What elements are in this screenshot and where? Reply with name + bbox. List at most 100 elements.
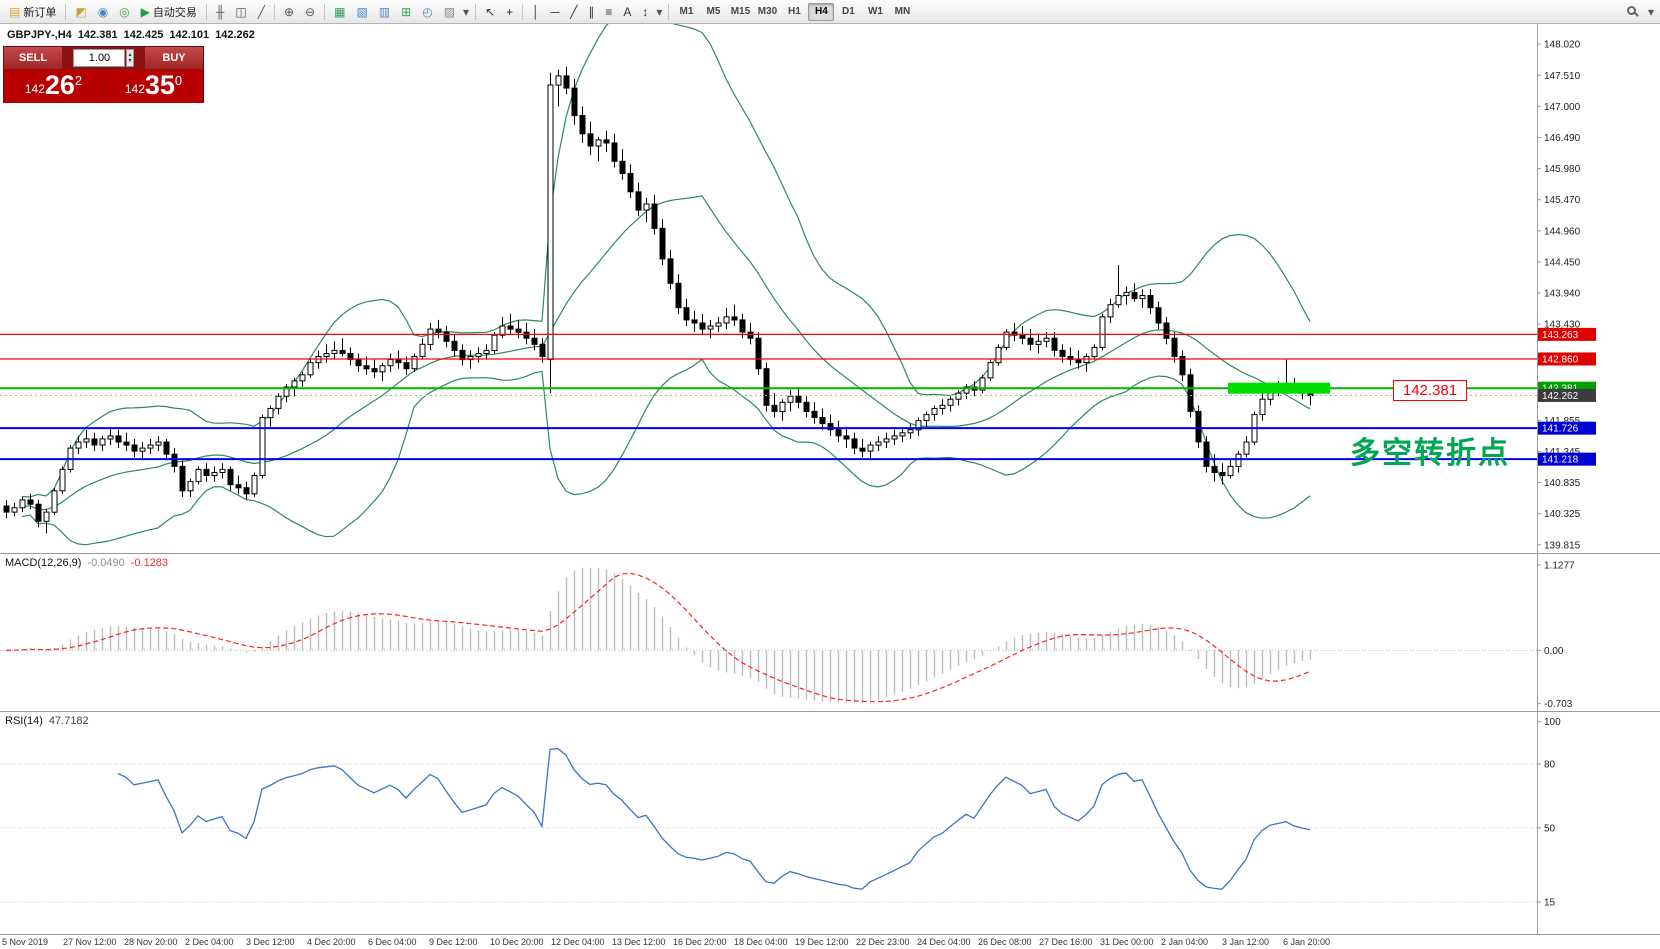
timeframe-m15-button[interactable]: M15	[727, 3, 753, 21]
ohlc-high: 142.425	[123, 29, 164, 41]
tile-windows-icon[interactable]: ▦	[329, 2, 350, 22]
candle-body	[747, 331, 754, 339]
vertical-line-icon[interactable]: │	[527, 2, 545, 22]
timeframe-h1-button[interactable]: H1	[781, 3, 807, 21]
fibonacci-icon[interactable]: ≡	[600, 2, 617, 22]
trade-widget-prices: 142 26 2 142 35 0	[4, 70, 203, 103]
toolbar-separator	[205, 3, 207, 20]
new-order-button[interactable]: ▤ 新订单	[4, 2, 61, 22]
zoom-out-icon[interactable]: ⊖	[300, 2, 320, 22]
timeframe-h4-button[interactable]: H4	[808, 2, 835, 21]
cursor-icon[interactable]: ↖	[480, 2, 500, 22]
text-label-icon[interactable]: A	[618, 2, 636, 22]
candle-body	[587, 133, 594, 147]
candle-body	[1147, 295, 1154, 309]
buy-button[interactable]: BUY	[145, 47, 203, 69]
timeframe-m30-button[interactable]: M30	[754, 3, 780, 21]
arrows-icon[interactable]: ↕	[637, 2, 653, 22]
candle-body	[811, 410, 818, 418]
candle-body	[19, 499, 26, 509]
candle-body	[331, 349, 338, 354]
time-label: 9 Dec 12:00	[429, 937, 478, 947]
macd-panel[interactable]: 1.1277 0.00 -0.703	[0, 553, 1660, 711]
candle-body	[419, 343, 426, 357]
candle-body	[59, 468, 66, 492]
templates-dropdown-icon[interactable]: ▾	[461, 2, 471, 22]
community-icon[interactable]: ◉	[93, 2, 113, 22]
zoom-in-icon[interactable]: ⊕	[279, 2, 299, 22]
candle-body	[1139, 295, 1146, 300]
price-tag-label: 142.262	[1542, 391, 1579, 402]
candle-body	[107, 435, 114, 440]
crosshair-icon[interactable]: +	[501, 2, 518, 22]
text-label-icon-icon: A	[623, 4, 632, 19]
time-label: 2 Jan 04:00	[1161, 937, 1209, 947]
candle-body	[1011, 331, 1018, 336]
candle-body	[1155, 307, 1162, 324]
toolbar-options-icon-icon: ▾	[1647, 4, 1654, 19]
candle-body	[915, 420, 922, 431]
spinner-down-icon[interactable]: ▾	[128, 58, 132, 64]
annotation-text: 多空转折点	[1350, 437, 1510, 470]
candle-body	[1219, 472, 1226, 477]
candle-body	[1235, 453, 1242, 467]
indicators-icon[interactable]: ⊞	[396, 2, 416, 22]
trendline-icon[interactable]: ╱	[565, 2, 582, 22]
templates-icon[interactable]: ▨	[439, 2, 460, 22]
sell-price[interactable]: 142 26 2	[4, 70, 103, 103]
time-label: 3 Jan 12:00	[1222, 937, 1270, 947]
symbol-info: GBPJPY-,H4 142.381 142.425 142.101 142.262	[7, 29, 261, 41]
candle-body	[731, 316, 738, 321]
candlestick-chart-icon[interactable]: ◫	[230, 2, 251, 22]
chart-shift-icon[interactable]: ▥	[374, 2, 395, 22]
templates-icon-icon: ▨	[443, 4, 456, 19]
macd-axis-label: 1.1277	[1544, 560, 1575, 571]
timeframe-w1-button[interactable]: W1	[862, 3, 888, 21]
candle-body	[667, 258, 674, 284]
volume-spinner[interactable]: ▴ ▾	[126, 49, 134, 67]
candle-body	[443, 331, 450, 342]
horizontal-line-icon[interactable]: ─	[546, 2, 565, 22]
trade-widget-top-row: SELL ▴▾ BUY	[4, 47, 203, 69]
toolbar-separator	[324, 3, 326, 20]
price-axis-label: 140.835	[1544, 478, 1581, 489]
buy-price[interactable]: 142 35 0	[104, 70, 203, 103]
auto-arrange-icon[interactable]: ▧	[351, 2, 372, 22]
candle-body	[579, 115, 586, 135]
candle-body	[595, 139, 602, 147]
arrows-dropdown-icon[interactable]: ▾	[654, 2, 664, 22]
periods-icon[interactable]: ◴	[417, 2, 437, 22]
candle-body	[1091, 346, 1098, 358]
candle-body	[235, 484, 242, 489]
candle-body	[355, 359, 362, 367]
toolbar-options-icon[interactable]: ▾	[1646, 2, 1656, 22]
search-button[interactable]	[1622, 2, 1645, 22]
price-chart[interactable]: 148.020 147.510 147.000 146.490 145.980 145.4…	[0, 24, 1660, 553]
candle-body	[891, 435, 898, 440]
rsi-panel[interactable]: 100 80 50 15	[0, 711, 1660, 934]
timeframe-d1-button[interactable]: D1	[835, 3, 861, 21]
autotrading-button[interactable]: ▶ 自动交易	[136, 2, 202, 22]
price-tag-label: 141.726	[1542, 424, 1579, 435]
candle-body	[771, 404, 778, 412]
timeframe-m1-button[interactable]: M1	[673, 3, 699, 21]
price-tag	[1538, 352, 1596, 366]
market-icon[interactable]: ◎	[114, 2, 134, 22]
charts-window-icon[interactable]: ◩	[70, 2, 91, 22]
timeframe-mn-button[interactable]: MN	[889, 3, 915, 21]
time-label: 31 Dec 00:00	[1100, 937, 1154, 947]
sell-button[interactable]: SELL	[4, 47, 62, 69]
bar-chart-icon[interactable]: ╫	[211, 2, 230, 22]
line-chart-icon[interactable]: ╱	[253, 2, 270, 22]
price-axis-label: 145.470	[1544, 195, 1581, 206]
equidistant-channel-icon[interactable]: ∥	[583, 2, 599, 22]
price-callout-box[interactable]: 142.381	[1393, 380, 1467, 401]
volume-input[interactable]	[73, 49, 126, 67]
rsi-axis-label: 50	[1544, 823, 1556, 834]
toolbar-separator	[522, 3, 524, 20]
spinner-up-icon[interactable]: ▴	[128, 52, 132, 58]
timeframe-m5-button[interactable]: M5	[700, 3, 726, 21]
candle-body	[715, 322, 722, 327]
rsi-name: RSI(14)	[5, 715, 43, 727]
